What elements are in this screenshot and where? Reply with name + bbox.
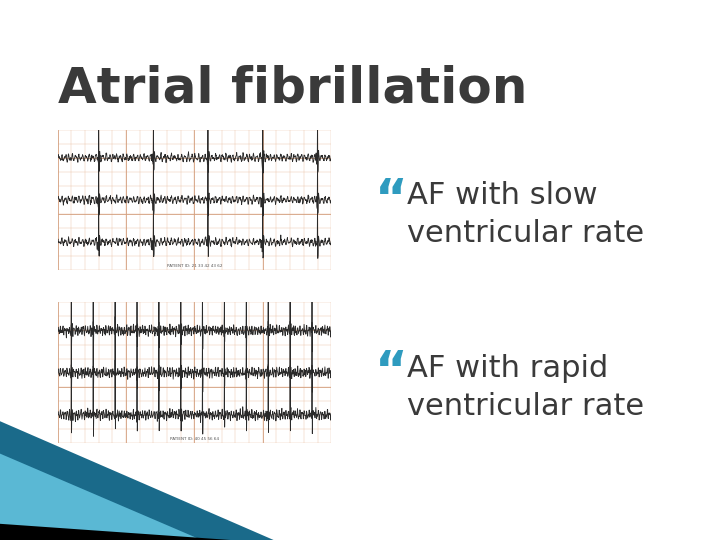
Text: “: “ <box>374 176 407 224</box>
Polygon shape <box>0 421 274 540</box>
Text: PATIENT ID: 40 45 56 64: PATIENT ID: 40 45 56 64 <box>170 437 219 441</box>
Text: AF with slow
ventricular rate: AF with slow ventricular rate <box>407 181 644 248</box>
Text: Atrial fibrillation: Atrial fibrillation <box>58 65 527 113</box>
Polygon shape <box>0 524 230 540</box>
Text: AF with rapid
ventricular rate: AF with rapid ventricular rate <box>407 354 644 421</box>
Text: “: “ <box>374 348 407 396</box>
Polygon shape <box>0 454 202 540</box>
Text: PATIENT ID: 21 33 42 43 62: PATIENT ID: 21 33 42 43 62 <box>166 264 222 268</box>
